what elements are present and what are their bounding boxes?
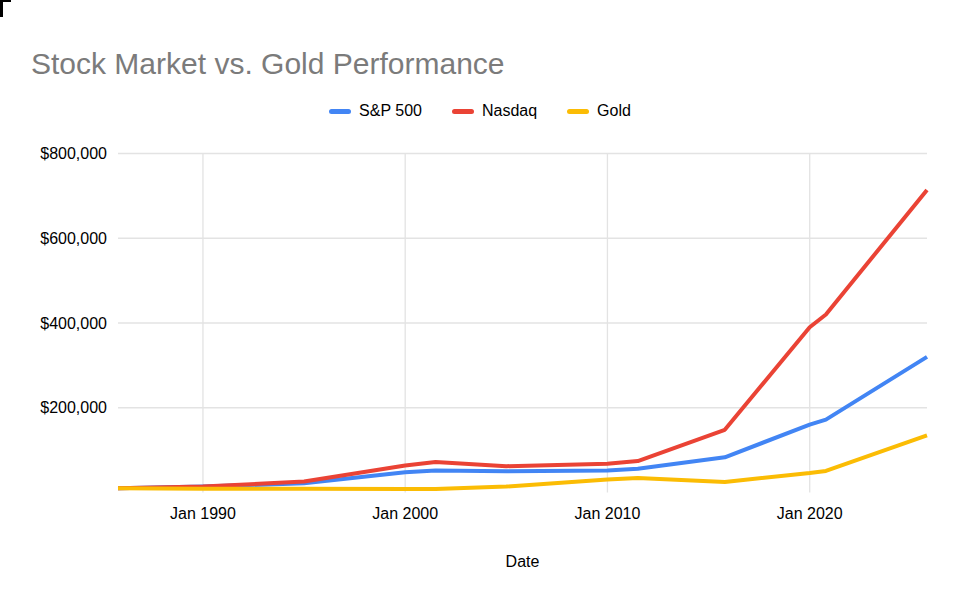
x-axis-tick-label: Jan 1990 <box>170 505 236 522</box>
series-line-s-p-500[interactable] <box>118 357 927 488</box>
y-axis-tick-label: $200,000 <box>40 399 107 416</box>
y-axis-tick-label: $800,000 <box>40 145 107 162</box>
x-axis-title: Date <box>118 553 927 571</box>
y-axis-tick-label: $600,000 <box>40 230 107 247</box>
x-axis-tick-label: Jan 2010 <box>575 505 641 522</box>
series-line-gold[interactable] <box>118 435 927 489</box>
x-axis-tick-label: Jan 2000 <box>372 505 438 522</box>
y-axis-tick-label: $400,000 <box>40 315 107 332</box>
series-line-nasdaq[interactable] <box>118 190 927 488</box>
x-axis-tick-label: Jan 2020 <box>777 505 843 522</box>
line-chart: $200,000 $400,000 $600,000 $800,000 Jan 1990… <box>0 0 960 610</box>
